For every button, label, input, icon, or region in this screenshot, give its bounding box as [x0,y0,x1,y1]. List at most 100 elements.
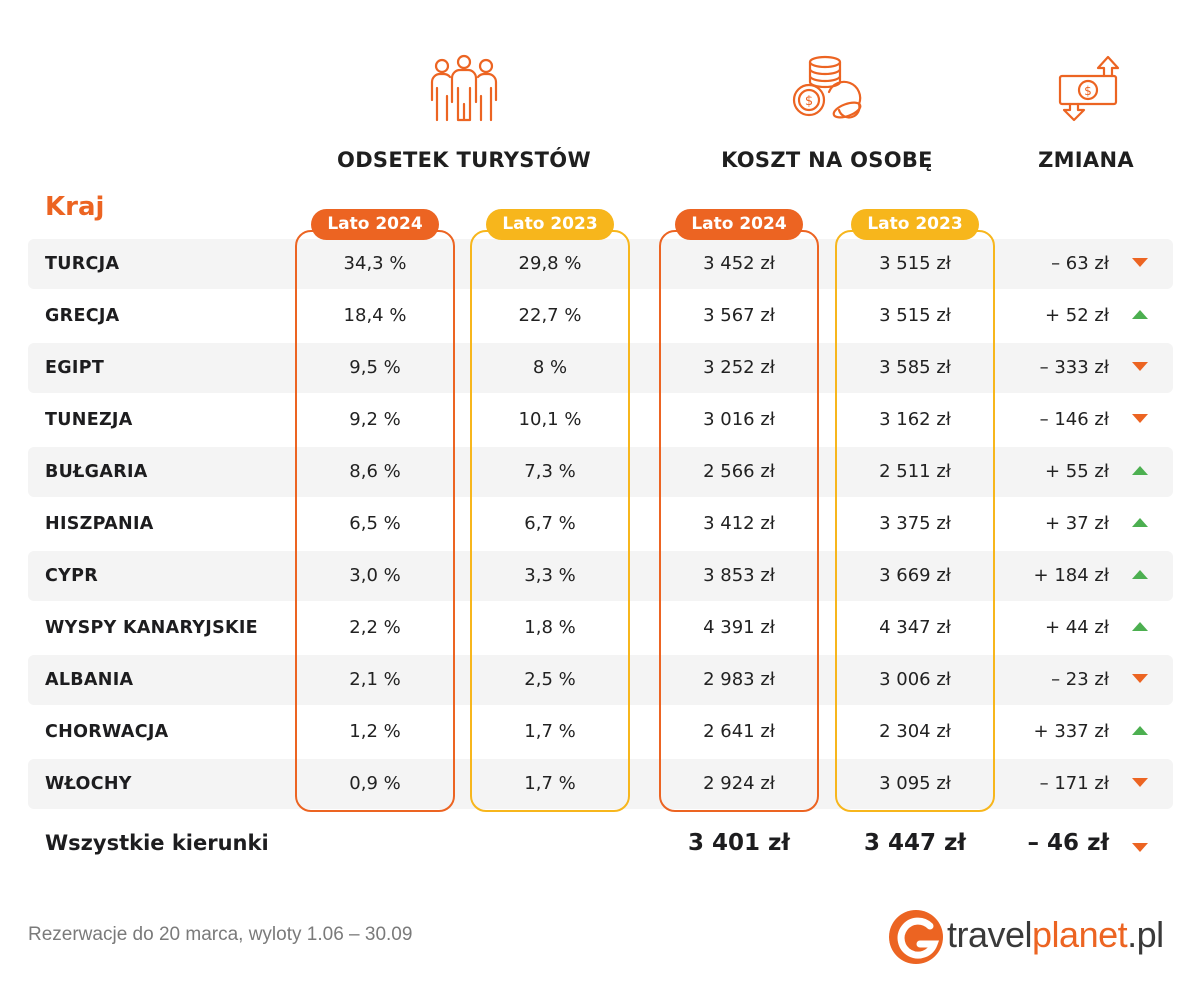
share-header: ODSETEK TURYSTÓW [337,148,591,172]
table-row: HISZPANIA 6,5 % 6,7 % 3 412 zł 3 375 zł + 37 … [28,499,1173,549]
cost-2024-frame [659,230,819,812]
change-cell: + 37 zł [1045,513,1109,534]
share-2024-cell: 3,0 % [349,565,401,586]
people-icon [428,52,500,124]
table-row: ALBANIA 2,1 % 2,5 % 2 983 zł 3 006 zł – 23 zł [28,655,1173,705]
share-2024-cell: 9,5 % [349,357,401,378]
cost-2023-pill: Lato 2023 [851,209,979,240]
cost-2024-pill: Lato 2024 [675,209,803,240]
cost-2024-cell: 3 853 zł [703,565,775,586]
arrow-up-icon [1132,291,1150,341]
share-2023-cell: 1,8 % [524,617,576,638]
total-change: – 46 zł [1027,830,1109,856]
country-name: TUNEZJA [45,410,133,430]
table-row: CYPR 3,0 % 3,3 % 3 853 zł 3 669 zł + 184 zł [28,551,1173,601]
arrow-down-icon [1132,343,1150,393]
cost-2023-cell: 3 515 zł [879,305,951,326]
cost-2023-cell: 3 669 zł [879,565,951,586]
total-label: Wszystkie kierunki [45,831,269,855]
country-name: CYPR [45,566,99,586]
table-row: TUNEZJA 9,2 % 10,1 % 3 016 zł 3 162 zł – 146 … [28,395,1173,445]
country-name: GRECJA [45,306,120,326]
cost-2024-cell: 3 567 zł [703,305,775,326]
change-cell: + 184 zł [1033,565,1109,586]
arrow-down-icon [1132,239,1150,289]
cost-2024-cell: 2 566 zł [703,461,775,482]
share-2024-cell: 6,5 % [349,513,401,534]
table-row: TURCJA 34,3 % 29,8 % 3 452 zł 3 515 zł – 63 z… [28,239,1173,289]
footnote: Rezerwacje do 20 marca, wyloty 1.06 – 30… [28,924,413,945]
share-2023-frame [470,230,630,812]
table-row: GRECJA 18,4 % 22,7 % 3 567 zł 3 515 zł + 52 z… [28,291,1173,341]
share-2024-cell: 2,2 % [349,617,401,638]
share-2024-pill: Lato 2024 [311,209,439,240]
svg-text:$: $ [805,94,813,109]
cost-2024-cell: 3 412 zł [703,513,775,534]
share-2024-cell: 8,6 % [349,461,401,482]
share-2023-cell: 8 % [532,357,568,378]
logo-text-pl: .pl [1127,914,1164,955]
country-name: HISZPANIA [45,514,154,534]
cost-2023-frame [835,230,995,812]
cost-2024-cell: 3 016 zł [703,409,775,430]
logo-text-travel: travel [947,914,1033,955]
share-2023-cell: 7,3 % [524,461,576,482]
share-2024-frame [295,230,455,812]
share-2023-cell: 22,7 % [518,305,582,326]
country-name: ALBANIA [45,670,134,690]
share-2024-cell: 9,2 % [349,409,401,430]
cost-2023-cell: 3 006 zł [879,669,951,690]
share-2023-cell: 2,5 % [524,669,576,690]
total-cost-2024: 3 401 zł [688,830,790,856]
share-2024-cell: 2,1 % [349,669,401,690]
arrow-down-icon [1132,655,1150,705]
cost-2023-cell: 3 162 zł [879,409,951,430]
country-name: BUŁGARIA [45,462,148,482]
cost-2024-cell: 2 641 zł [703,721,775,742]
svg-text:$: $ [1084,84,1092,98]
share-2023-cell: 1,7 % [524,773,576,794]
arrow-down-icon [1132,395,1150,445]
cost-2023-cell: 3 095 zł [879,773,951,794]
change-cell: + 52 zł [1045,305,1109,326]
arrow-up-icon [1132,447,1150,497]
share-2024-cell: 1,2 % [349,721,401,742]
share-2024-cell: 34,3 % [343,253,407,274]
country-name: WYSPY KANARYJSKIE [45,618,258,638]
change-cell: + 44 zł [1045,617,1109,638]
table-row: EGIPT 9,5 % 8 % 3 252 zł 3 585 zł – 333 zł [28,343,1173,393]
money-arrows-icon: $ [1056,54,1124,122]
table-row: WYSPY KANARYJSKIE 2,2 % 1,8 % 4 391 zł 4 347… [28,603,1173,653]
share-2024-cell: 18,4 % [343,305,407,326]
change-cell: + 55 zł [1045,461,1109,482]
change-cell: + 337 zł [1033,721,1109,742]
country-header: Kraj [45,192,105,222]
change-cell: – 333 zł [1039,357,1109,378]
arrow-up-icon [1132,499,1150,549]
cost-2024-cell: 4 391 zł [703,617,775,638]
cost-2023-cell: 2 304 zł [879,721,951,742]
total-change-arrow-icon [1132,838,1148,857]
travelplanet-logo-icon [889,910,943,964]
share-2023-cell: 29,8 % [518,253,582,274]
arrow-down-icon [1132,759,1150,809]
country-name: WŁOCHY [45,774,132,794]
country-name: EGIPT [45,358,105,378]
arrow-up-icon [1132,707,1150,757]
cost-2023-cell: 3 515 zł [879,253,951,274]
table-row: CHORWACJA 1,2 % 1,7 % 2 641 zł 2 304 zł + 337… [28,707,1173,757]
share-2024-cell: 0,9 % [349,773,401,794]
cost-2024-cell: 3 452 zł [703,253,775,274]
cost-2024-cell: 2 924 zł [703,773,775,794]
change-header: ZMIANA [1038,148,1134,172]
cost-2023-cell: 2 511 zł [879,461,951,482]
cost-2023-cell: 4 347 zł [879,617,951,638]
share-2023-pill: Lato 2023 [486,209,614,240]
cost-header: KOSZT NA OSOBĘ [721,148,933,172]
share-2023-cell: 6,7 % [524,513,576,534]
country-name: CHORWACJA [45,722,169,742]
share-2023-cell: 1,7 % [524,721,576,742]
share-2023-cell: 10,1 % [518,409,582,430]
arrow-up-icon [1132,603,1150,653]
travelplanet-logo[interactable]: travelplanet.pl [887,908,1164,968]
